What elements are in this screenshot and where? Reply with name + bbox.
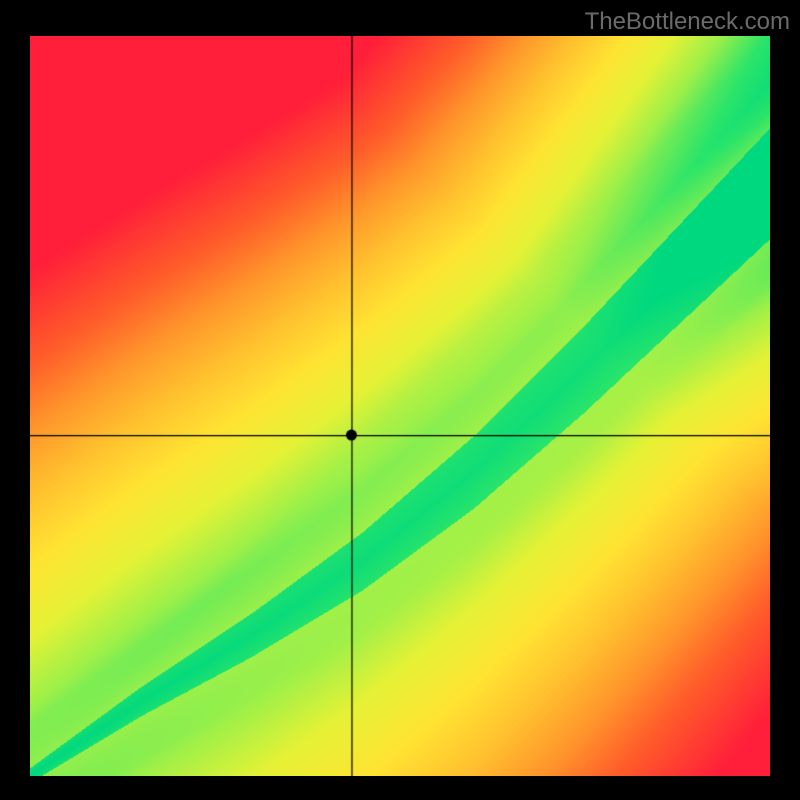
watermark-text: TheBottleneck.com (585, 8, 790, 36)
bottleneck-heatmap (30, 36, 770, 776)
